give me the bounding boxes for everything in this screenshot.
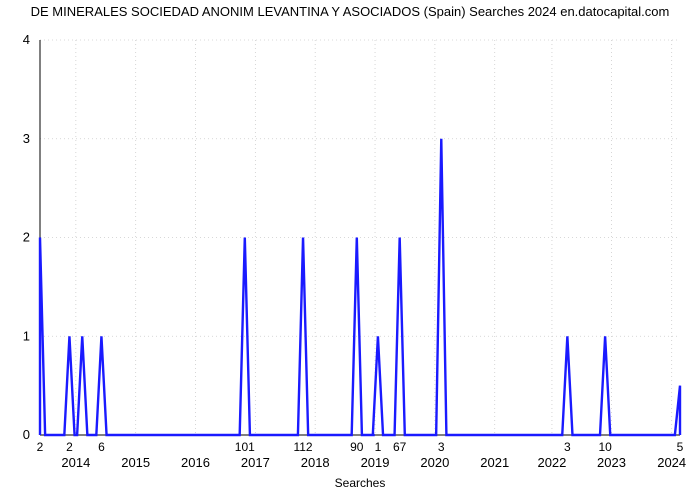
x-tick-label: 2016 xyxy=(181,455,210,470)
x-tick-label: 2015 xyxy=(121,455,150,470)
y-tick-label: 4 xyxy=(23,32,30,47)
x-tick-label: 2017 xyxy=(241,455,270,470)
x-tick-label: 2018 xyxy=(301,455,330,470)
data-label: 6 xyxy=(98,440,105,454)
data-label: 67 xyxy=(393,440,407,454)
x-tick-label: 2020 xyxy=(420,455,449,470)
x-tick-label: 2022 xyxy=(537,455,566,470)
chart-container: DE MINERALES SOCIEDAD ANONIM LEVANTINA Y… xyxy=(0,0,700,500)
data-label: 101 xyxy=(235,440,255,454)
data-label: 112 xyxy=(293,440,312,454)
data-label: 2 xyxy=(37,440,44,454)
x-tick-label: 2023 xyxy=(597,455,626,470)
y-tick-label: 0 xyxy=(23,427,30,442)
data-label: 3 xyxy=(564,440,571,454)
y-tick-label: 2 xyxy=(23,230,30,245)
data-label: 90 xyxy=(350,440,364,454)
line-chart: 2014201520162017201820192020202120222023… xyxy=(0,0,700,500)
x-axis-title: Searches xyxy=(335,476,386,490)
x-tick-label: 2014 xyxy=(61,455,90,470)
data-label: 1 xyxy=(375,440,382,454)
x-tick-label: 2021 xyxy=(480,455,509,470)
y-tick-label: 1 xyxy=(23,328,30,343)
data-label: 10 xyxy=(598,440,612,454)
data-label: 5 xyxy=(677,440,684,454)
y-tick-label: 3 xyxy=(23,131,30,146)
searches-line xyxy=(40,139,680,435)
data-label: 2 xyxy=(66,440,73,454)
data-label: 3 xyxy=(438,440,445,454)
x-tick-label: 2024 xyxy=(657,455,686,470)
x-tick-label: 2019 xyxy=(361,455,390,470)
